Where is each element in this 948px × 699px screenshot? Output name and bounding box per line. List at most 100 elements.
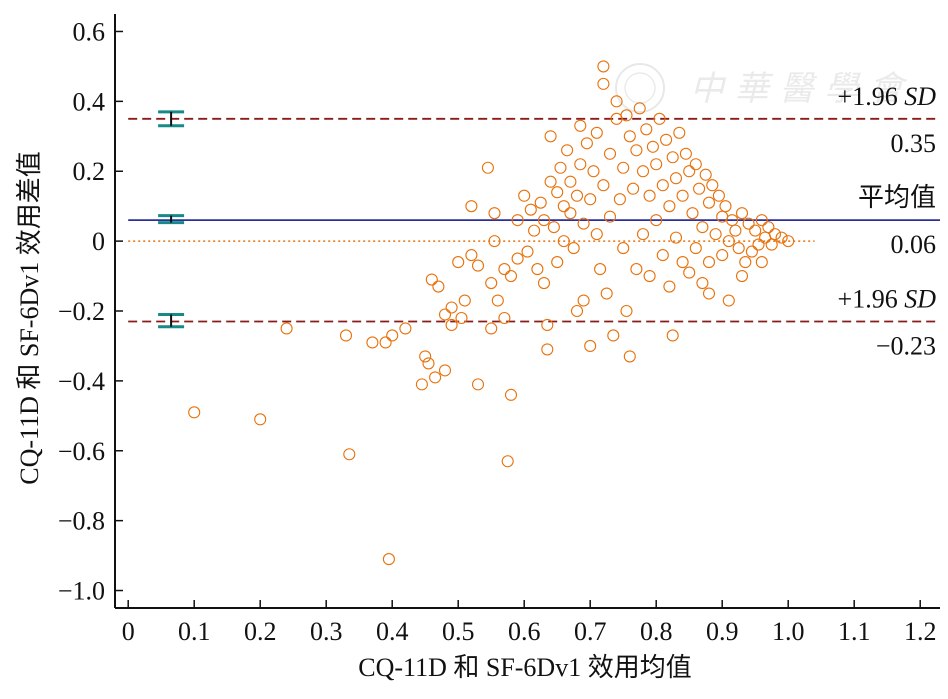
data-point <box>280 322 293 335</box>
data-point <box>485 276 498 290</box>
data-point <box>587 165 600 178</box>
data-point <box>471 378 485 391</box>
y-tick-label: −0.6 <box>58 437 105 466</box>
y-tick-label: −1.0 <box>58 577 105 606</box>
data-point <box>719 200 732 213</box>
data-point <box>537 276 551 290</box>
x-tick-label: 1.1 <box>838 617 871 646</box>
data-point <box>188 406 201 419</box>
data-point <box>696 221 709 234</box>
data-point <box>689 158 702 171</box>
data-point <box>739 256 752 269</box>
data-point <box>429 371 442 384</box>
data-point <box>643 270 656 283</box>
data-point <box>683 266 696 279</box>
data-point <box>620 109 633 122</box>
data-point <box>735 207 749 220</box>
y-tick-label: 0.2 <box>73 157 106 186</box>
x-tick-label: 0.1 <box>178 617 211 646</box>
data-point <box>755 214 768 227</box>
data-point <box>465 200 478 213</box>
data-point <box>782 235 795 248</box>
x-tick-label: 1.0 <box>772 617 805 646</box>
data-point <box>521 245 534 258</box>
x-tick-label: 0.9 <box>706 617 739 646</box>
data-point <box>722 235 735 248</box>
data-point <box>471 259 485 272</box>
data-point <box>709 228 722 241</box>
data-point <box>564 175 577 188</box>
data-point <box>524 203 537 216</box>
data-point <box>702 256 716 269</box>
data-point <box>557 200 570 213</box>
data-point <box>554 161 567 174</box>
data-point <box>511 214 524 227</box>
data-point <box>415 378 428 391</box>
mean-label-bottom: 0.06 <box>891 230 937 259</box>
data-point <box>706 179 719 192</box>
x-tick-label: 1.2 <box>904 617 937 646</box>
x-axis-title: CQ-11D 和 SF-6Dv1 效用均值 <box>358 653 691 682</box>
data-point <box>656 179 669 192</box>
data-point <box>419 350 432 363</box>
data-point <box>597 179 610 192</box>
data-point <box>432 280 445 293</box>
data-point <box>544 175 557 188</box>
data-point <box>702 196 716 209</box>
data-point <box>485 322 498 335</box>
watermark-logo: 中 華 醫 學 會 <box>615 63 908 113</box>
data-point <box>732 242 745 255</box>
data-point <box>551 186 564 199</box>
data-point <box>551 256 564 269</box>
data-point <box>762 221 775 234</box>
data-point <box>755 256 768 269</box>
data-point <box>613 193 626 206</box>
data-point <box>534 196 547 209</box>
svg-text:中 華 醫 學 會: 中 華 醫 學 會 <box>690 69 908 109</box>
axes: 0 0.1 0.2 0.3 0.4 0.5 0.6 0.7 0.8 0.9 1.0 1.1 1.2 0.6… <box>58 14 940 646</box>
data-point <box>597 60 610 73</box>
data-point <box>630 263 643 276</box>
y-tick-label: −0.2 <box>58 297 105 326</box>
data-point <box>584 339 597 352</box>
y-axis-title: CQ-11D 和 SF-6Dv1 效用差值 <box>15 151 44 484</box>
y-tick-label: 0 <box>92 227 105 256</box>
data-point <box>603 210 617 223</box>
data-point <box>683 165 696 178</box>
data-point <box>574 119 587 132</box>
data-point <box>623 130 636 143</box>
data-point <box>541 318 554 332</box>
data-point <box>399 322 412 335</box>
data-point <box>663 280 676 293</box>
data-point <box>570 304 584 318</box>
data-point <box>590 126 603 139</box>
data-point <box>686 207 699 220</box>
upper_loa-label-bottom: 0.35 <box>891 129 937 158</box>
data-point <box>742 217 755 230</box>
data-point <box>669 231 683 244</box>
x-tick-label: 0.5 <box>442 617 475 646</box>
x-tick-label: 0.2 <box>244 617 277 646</box>
data-point <box>693 182 706 195</box>
x-tick-label: 0.8 <box>640 617 673 646</box>
data-point <box>623 350 636 363</box>
data-point <box>636 165 650 178</box>
data-point <box>425 273 438 286</box>
data-point <box>584 193 597 206</box>
reference-labels: +1.96 SD 0.35 平均值 0.06 +1.96 SD −0.23 <box>838 82 937 361</box>
x-tick-label: 0.6 <box>508 617 541 646</box>
data-point <box>537 214 551 227</box>
data-point <box>696 276 709 290</box>
data-point <box>597 77 610 90</box>
data-point <box>656 249 669 262</box>
data-point <box>547 221 560 234</box>
data-point <box>541 343 554 356</box>
data-point <box>382 553 395 566</box>
data-point <box>422 357 435 370</box>
data-point <box>455 311 468 325</box>
data-point <box>498 311 511 325</box>
data-point <box>729 224 742 237</box>
data-point <box>465 249 478 262</box>
data-point <box>452 256 465 269</box>
y-tick-label: −0.4 <box>58 367 105 396</box>
